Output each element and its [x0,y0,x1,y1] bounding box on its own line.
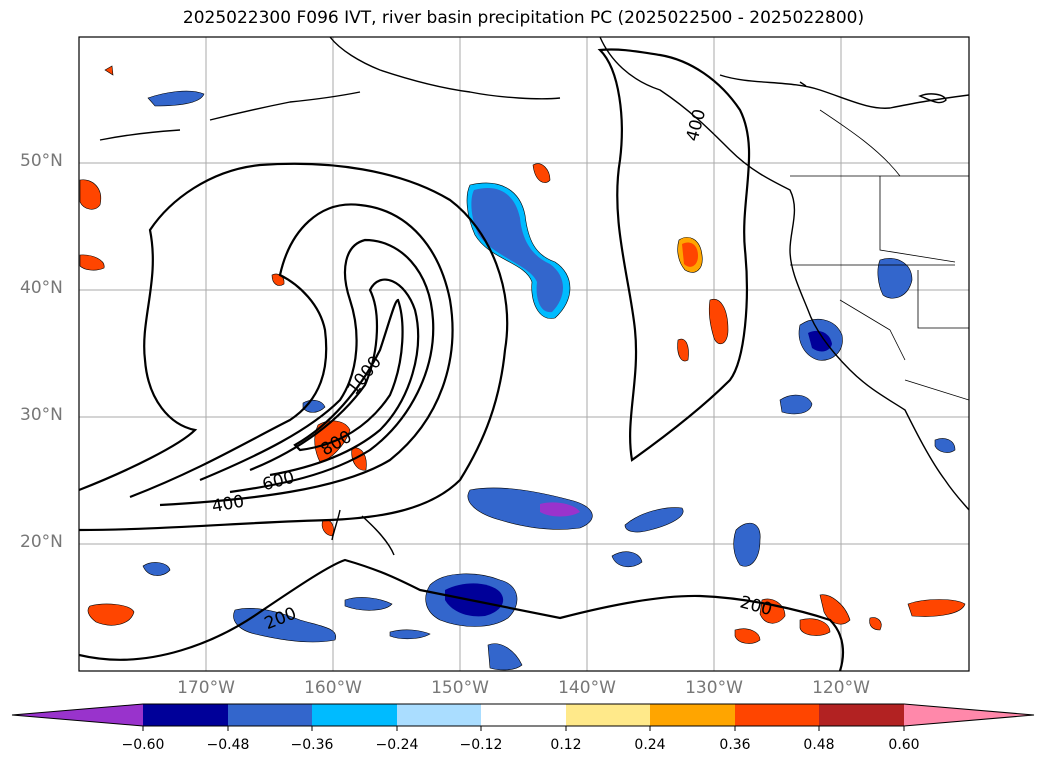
lon-label-120w: 120°W [812,678,870,698]
lat-label-20n: 20°N [20,532,63,552]
lat-label-50n: 50°N [20,151,63,171]
colorbar-bin [228,704,312,726]
colorbar-tick-label: −0.24 [375,737,419,753]
lon-label-170w: 170°W [177,678,235,698]
colorbar-bin [819,704,904,726]
colorbar-tick-label: −0.60 [121,737,165,753]
map-panel [79,37,969,671]
colorbar-tick-label: 0.36 [719,737,751,753]
colorbar-bin [143,704,228,726]
colorbar-bin [650,704,735,726]
precip-negative-areas [142,90,956,671]
colorbar-extend-max [904,704,1034,726]
colorbar [11,703,1035,731]
colorbar-tick-label: −0.48 [206,737,250,753]
colorbar-tick-label: 0.48 [803,737,835,753]
colorbar-tick-label: −0.12 [459,737,503,753]
colorbar-tick-label: 0.60 [888,737,920,753]
ivt-contours [79,48,845,671]
lat-label-40n: 40°N [20,278,63,298]
map-title: 2025022300 F096 IVT, river basin precipi… [182,8,865,28]
lon-label-140w: 140°W [558,678,616,698]
lat-label-30n: 30°N [20,405,63,425]
colorbar-bin [566,704,650,726]
colorbar-bin [481,704,566,726]
political-borders [790,109,969,401]
lon-label-150w: 150°W [431,678,489,698]
lon-label-130w: 130°W [685,678,743,698]
coastlines [99,37,969,556]
colorbar-extend-min [12,704,143,726]
colorbar-bin [312,704,397,726]
colorbar-tick-label: 0.12 [550,737,582,753]
colorbar-bin [735,704,819,726]
colorbar-tick-label: −0.36 [290,737,334,753]
map-frame [78,36,970,672]
colorbar-bin [397,704,481,726]
lon-label-160w: 160°W [304,678,362,698]
colorbar-tick-label: 0.24 [634,737,666,753]
graticule [79,37,969,671]
